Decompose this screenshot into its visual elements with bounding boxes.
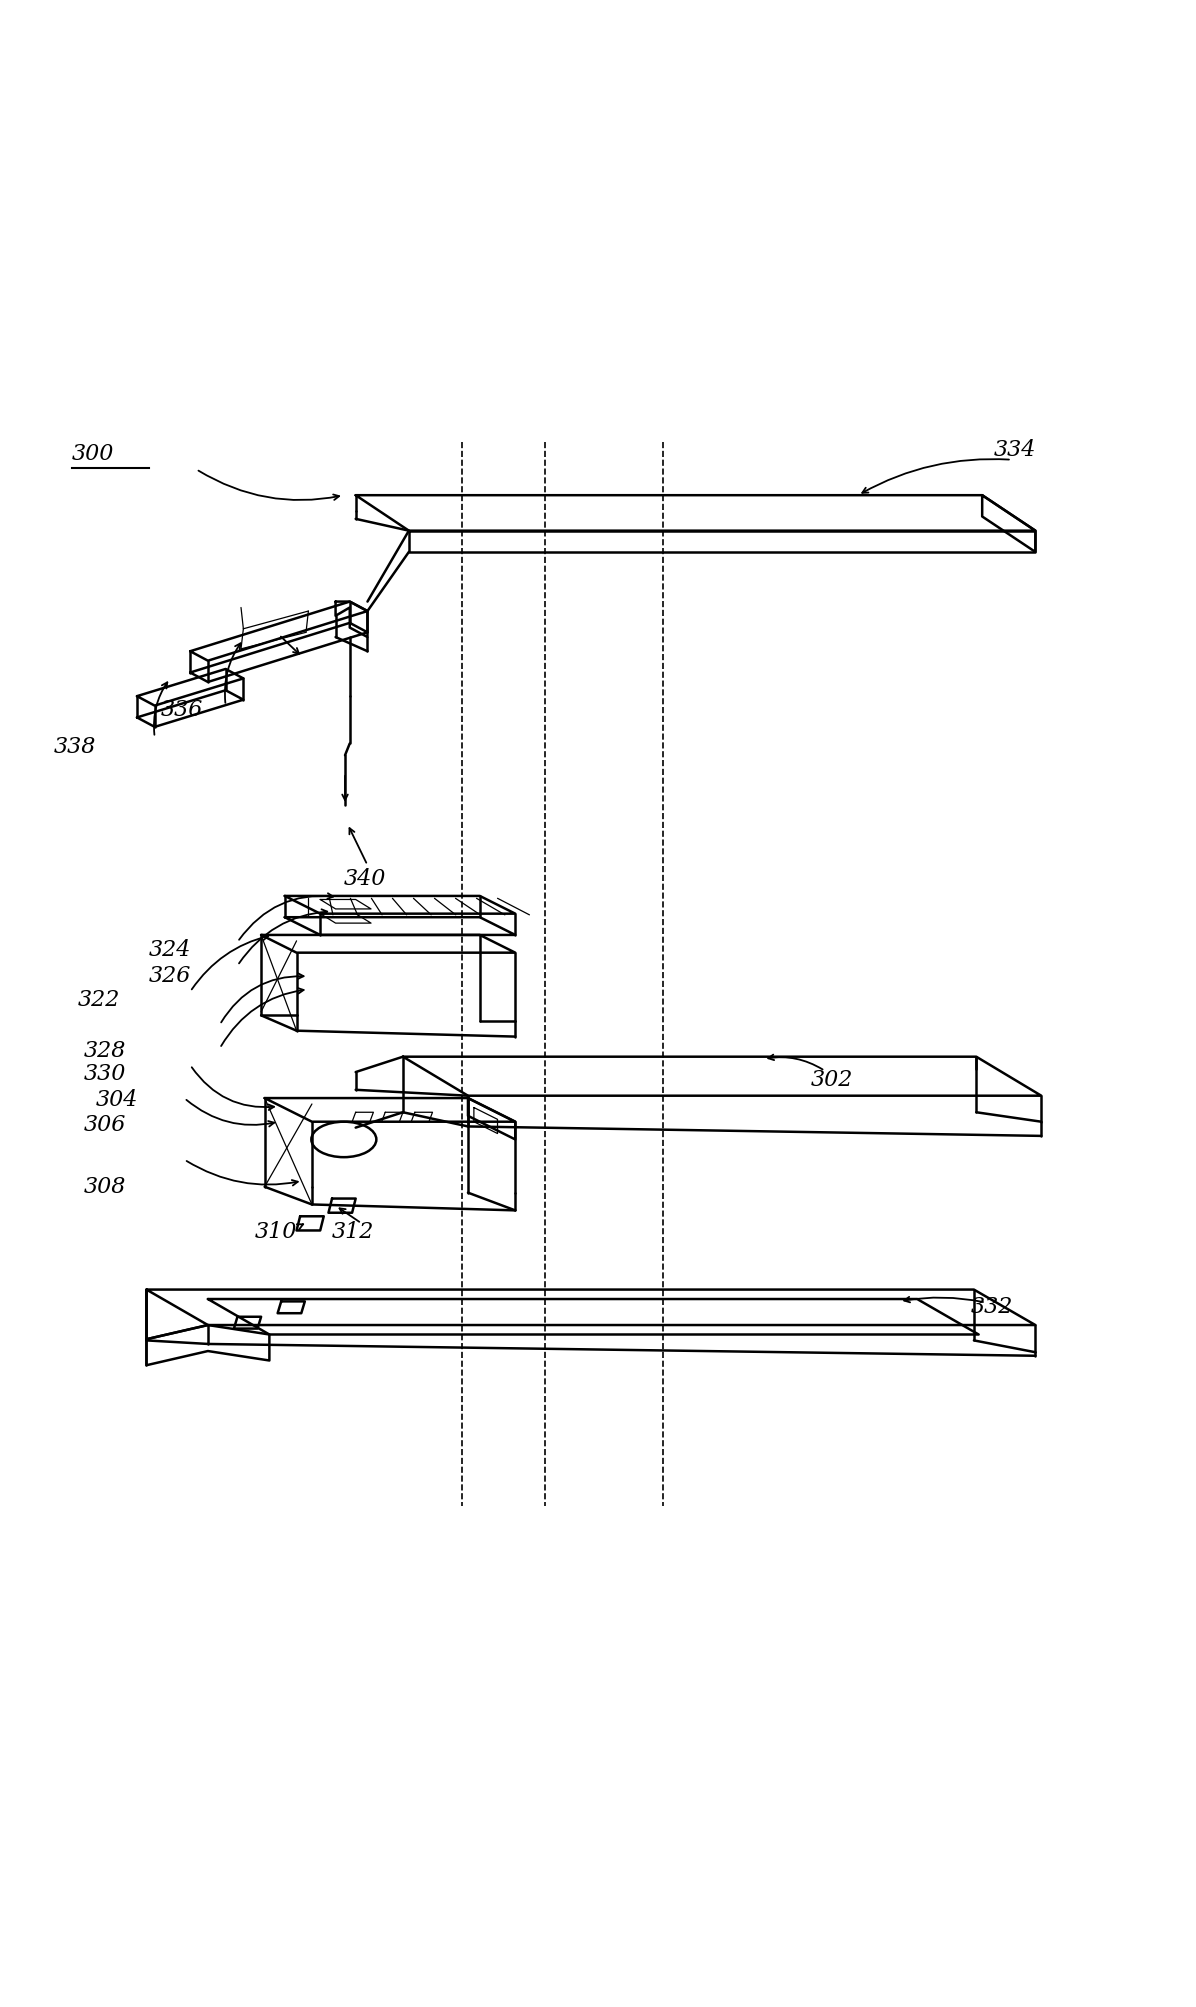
Text: 338: 338 [54,737,97,759]
Text: 322: 322 [78,989,121,1012]
Text: 324: 324 [148,939,191,961]
Text: 306: 306 [84,1114,126,1136]
Text: 302: 302 [811,1070,853,1092]
Text: 310: 310 [255,1220,298,1242]
Text: 300: 300 [72,444,115,466]
Text: 328: 328 [84,1040,126,1062]
Text: 308: 308 [84,1176,126,1198]
Text: 340: 340 [343,869,386,891]
Text: 326: 326 [148,965,191,987]
Text: 336: 336 [160,698,203,721]
Text: 304: 304 [96,1090,138,1112]
Text: 330: 330 [84,1064,126,1086]
Text: 332: 332 [970,1297,1013,1319]
Text: 312: 312 [332,1220,374,1242]
Text: 334: 334 [994,440,1037,462]
